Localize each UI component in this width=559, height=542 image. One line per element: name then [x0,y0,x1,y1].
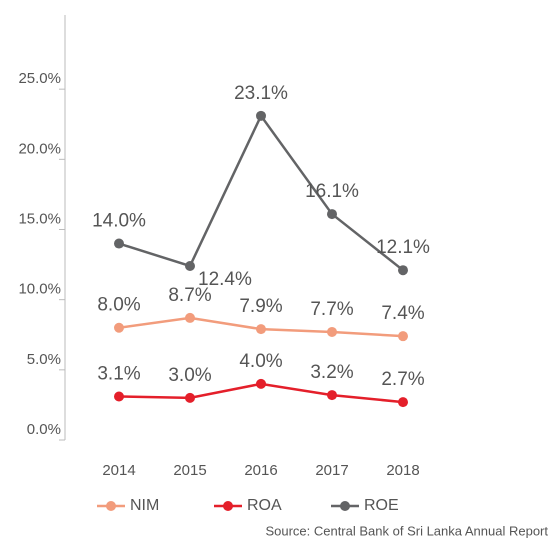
data-point [185,312,195,323]
data-point [327,390,337,401]
x-tick-label: 2014 [102,462,135,479]
data-label: 7.4% [381,303,424,324]
data-label: 12.4% [198,269,252,290]
data-label: 8.0% [97,295,140,316]
y-tick-label: 15.0% [18,210,61,227]
data-label: 4.0% [239,351,282,372]
data-label: 3.2% [310,362,353,383]
y-tick-label: 20.0% [18,140,61,157]
x-tick-label: 2017 [315,462,348,479]
data-point [185,392,195,403]
data-label: 7.7% [310,299,353,320]
x-tick-label: 2018 [386,462,419,479]
data-point [256,378,266,389]
data-label: 3.1% [97,364,140,385]
y-tick-label: 5.0% [27,351,61,368]
data-label: 16.1% [305,181,359,202]
data-point [114,391,124,402]
legend-label: NIM [130,497,159,514]
x-tick-label: 2015 [173,462,206,479]
data-point [327,209,337,220]
data-point [398,265,408,276]
y-tick-label: 10.0% [18,281,61,298]
data-point [185,260,195,271]
source-note: Source: Central Bank of Sri Lanka Annual… [265,523,548,538]
series-line [118,113,404,272]
data-label: 12.1% [376,237,430,258]
data-label: 14.0% [92,211,146,232]
legend-marker [106,501,116,511]
data-label: 2.7% [381,369,424,390]
y-tick-label: 25.0% [18,70,61,87]
x-tick-label: 2016 [244,462,277,479]
data-label: 3.0% [168,365,211,386]
legend-marker [223,501,233,511]
y-tick-label: 0.0% [27,421,61,438]
data-label: 7.9% [239,296,282,317]
data-label: 23.1% [234,83,288,104]
data-point [256,324,266,335]
legend-marker [340,501,350,511]
data-point [398,331,408,342]
data-label: 8.7% [168,285,211,306]
data-point [398,397,408,408]
legend-label: ROE [364,497,399,514]
legend-label: ROA [247,497,282,514]
data-point [114,322,124,333]
data-point [327,326,337,337]
data-point [256,110,266,121]
data-point [114,238,124,249]
